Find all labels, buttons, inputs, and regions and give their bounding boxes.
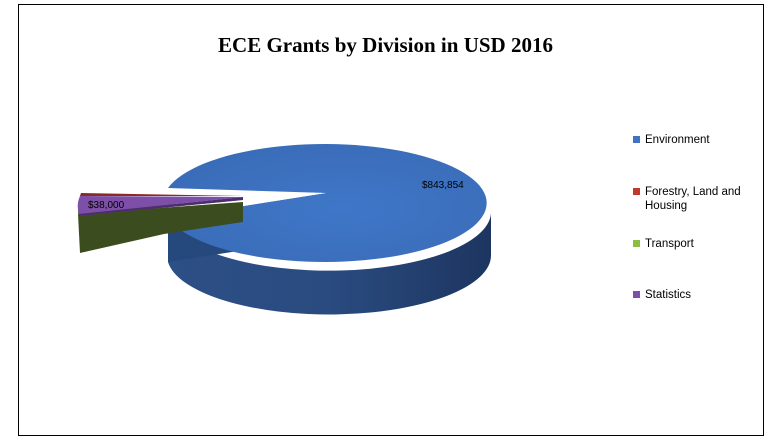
- slice-environment: [168, 144, 487, 262]
- legend-label-transport: Transport: [645, 238, 694, 250]
- legend-swatch-environment: [633, 136, 640, 143]
- legend-swatch-transport: [633, 240, 640, 247]
- legend-swatch-forestry-land-housing: [633, 188, 640, 195]
- legend-label-forestry-land-housing: Forestry, Land and Housing: [645, 186, 741, 212]
- slice-transport-side: [78, 202, 243, 253]
- chart-title: ECE Grants by Division in USD 2016: [218, 33, 553, 57]
- legend-label-environment: Environment: [645, 134, 710, 146]
- legend-label-statistics: Statistics: [645, 289, 692, 301]
- legend-swatch-statistics: [633, 291, 640, 298]
- slice-forestry-land-housing: [80, 193, 244, 196]
- data-label-statistics: $38,000: [88, 200, 125, 211]
- data-label-environment: $843,854: [422, 180, 464, 191]
- slice-statistics: [77, 196, 243, 214]
- slice-statistics-side: [78, 197, 243, 216]
- slice-environment-side: [168, 210, 492, 315]
